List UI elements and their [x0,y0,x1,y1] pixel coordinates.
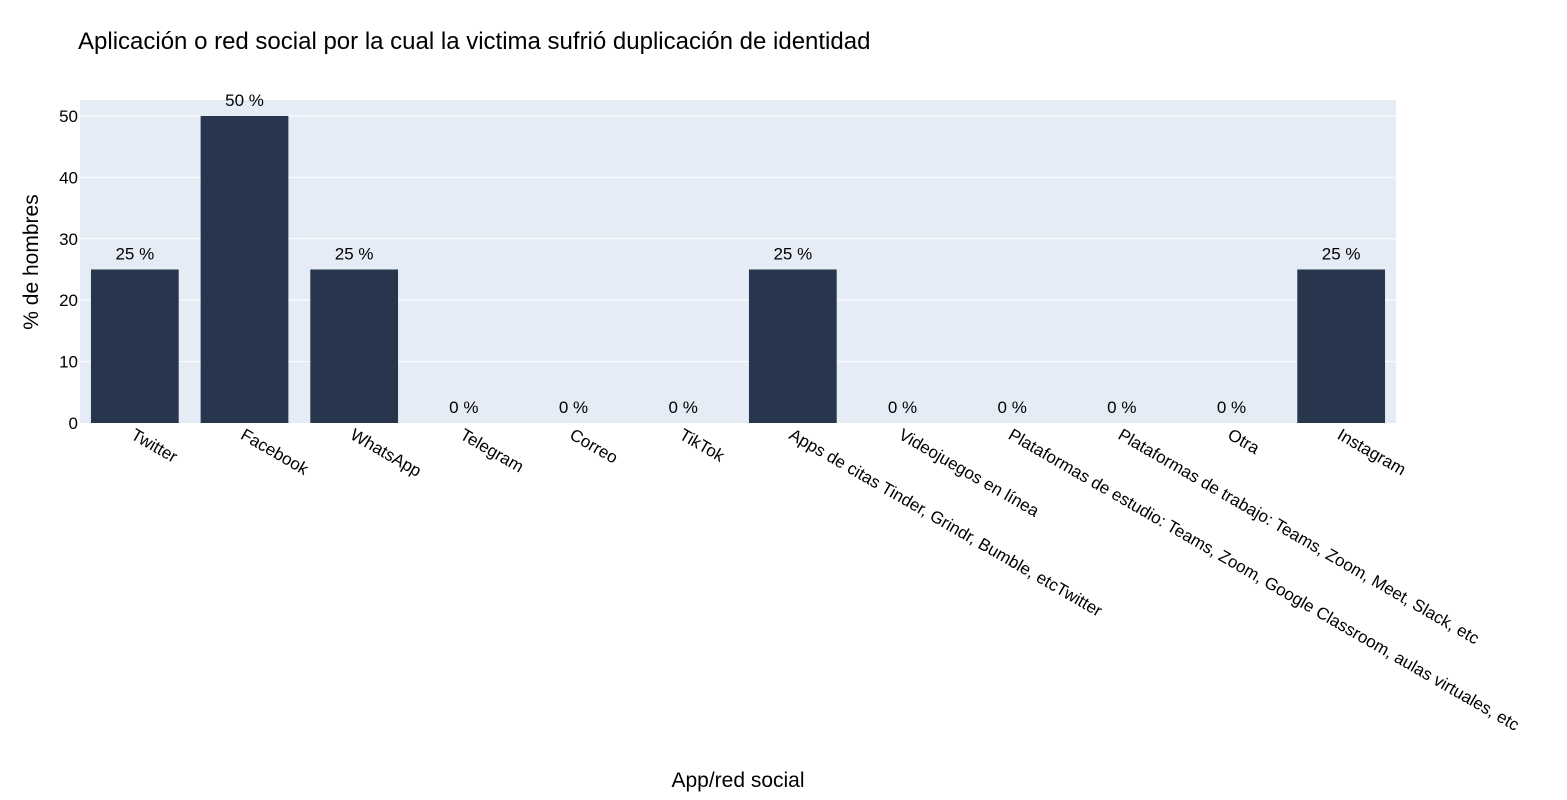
x-tick-label: Correo [567,425,622,467]
data-label: 0 % [888,398,917,417]
grid-lines [80,115,1396,363]
x-tick-label: Telegram [457,425,527,476]
data-label: 0 % [559,398,588,417]
data-label: 0 % [1217,398,1246,417]
data-label: 25 % [773,244,812,263]
data-label: 0 % [449,398,478,417]
data-label: 25 % [115,244,154,263]
x-tick-label: Plataformas de trabajo: Teams, Zoom, Mee… [1115,425,1483,648]
y-tick-label: 10 [59,353,78,372]
x-tick-label: Plataformas de estudio: Teams, Zoom, Goo… [1005,425,1523,735]
x-tick-label: Facebook [238,425,313,479]
data-label: 0 % [1107,398,1136,417]
y-axis-ticks: 0 10 20 30 40 50 [59,107,78,433]
x-axis-title: App/red social [671,769,804,792]
chart-title: Aplicación o red social por la cual la v… [78,28,870,55]
bar [748,269,837,423]
y-tick-label: 30 [59,230,78,249]
bar [200,115,289,423]
plot-area [80,100,1396,423]
bars [90,115,1386,423]
data-labels: 25 % 50 % 25 % 0 % 0 % 0 % 25 % 0 % 0 % 0 % 0 % 25 … [115,91,1360,417]
y-tick-label: 40 [59,168,78,187]
data-label: 25 % [1322,244,1361,263]
y-tick-label: 20 [59,291,78,310]
data-label: 25 % [335,244,374,263]
y-tick-label: 50 [59,107,78,126]
x-tick-label: Otra [1225,425,1264,458]
data-label: 50 % [225,91,264,110]
x-tick-label: TikTok [676,425,728,466]
x-tick-label: Instagram [1334,425,1409,479]
data-label: 0 % [998,398,1027,417]
data-label: 0 % [669,398,698,417]
bar [1297,269,1386,423]
y-tick-label: 0 [69,414,78,433]
bar [90,269,179,423]
x-axis-ticks: Twitter Facebook WhatsApp Telegram Correo Tik… [128,425,1523,735]
x-tick-label: WhatsApp [347,425,424,481]
bar [310,269,399,423]
y-axis-title: % de hombres [20,194,43,329]
x-tick-label: Twitter [128,425,181,467]
